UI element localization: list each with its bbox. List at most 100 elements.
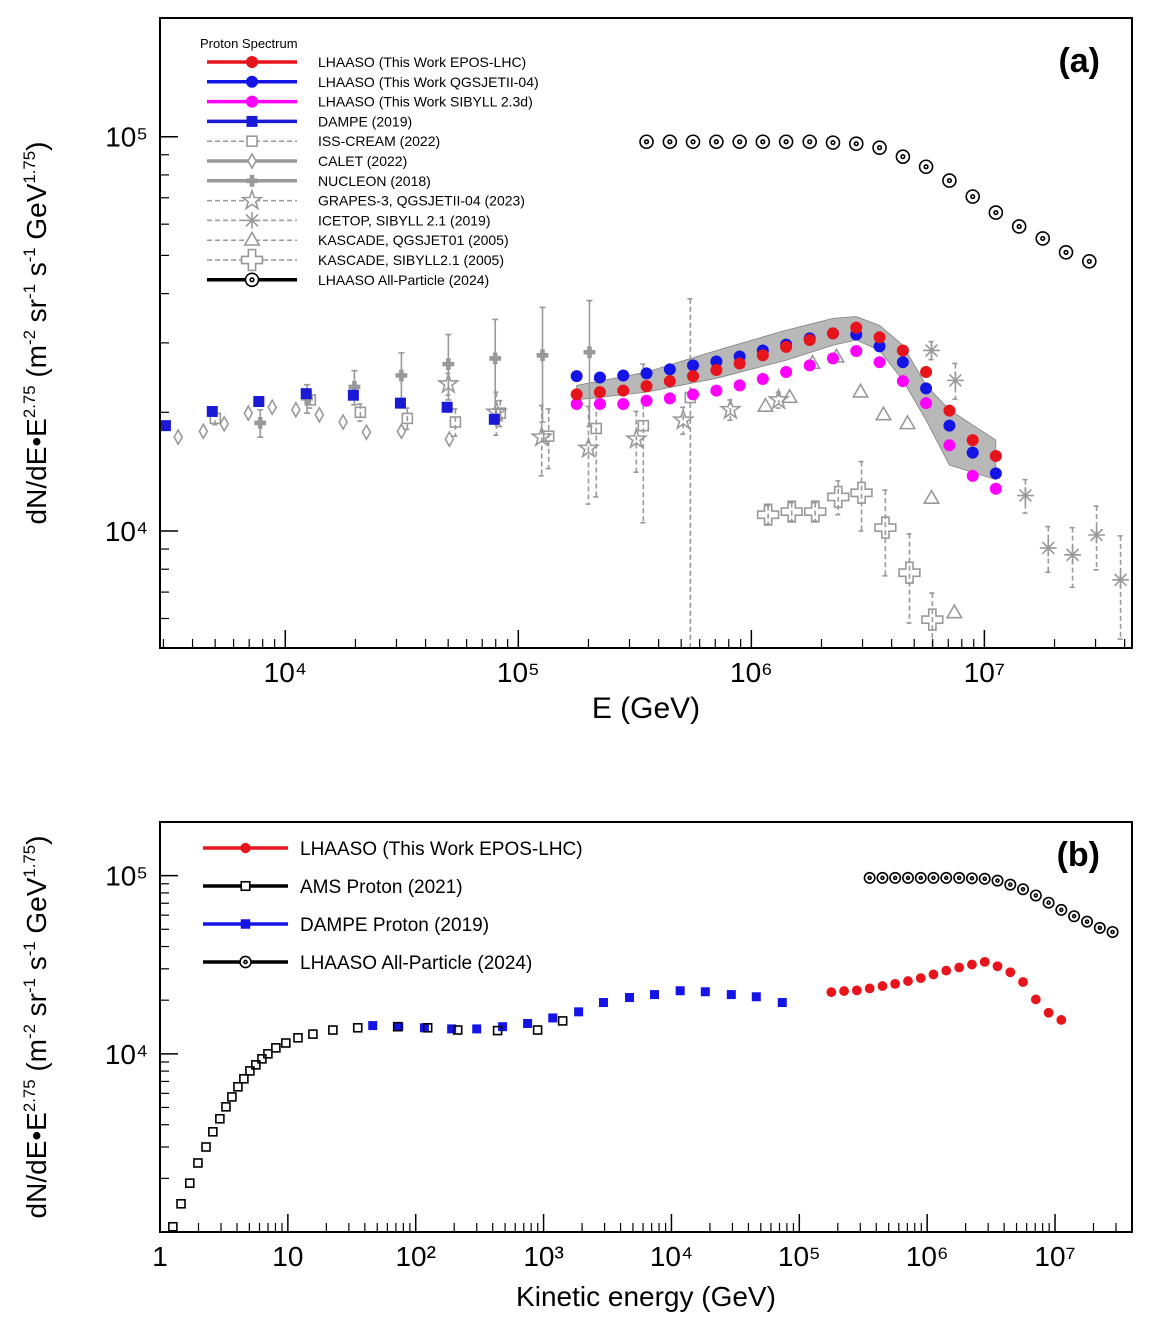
y-axis-label-part: (m — [21, 345, 52, 385]
data-point — [718, 397, 743, 420]
plot-area — [168, 871, 1119, 1232]
data-point — [1068, 910, 1081, 923]
x-tick-label: 10² — [395, 1241, 435, 1272]
data-point — [889, 871, 902, 884]
data-point — [1088, 526, 1105, 544]
data-point — [872, 140, 887, 155]
data-point — [921, 608, 944, 631]
legend-label: CALET (2022) — [318, 153, 407, 169]
data-point — [488, 413, 500, 425]
y-axis-label-part: GeV — [21, 183, 52, 247]
data-point — [215, 1113, 225, 1124]
data-point — [625, 993, 635, 1003]
data-point — [251, 1060, 261, 1070]
data-point — [590, 422, 603, 435]
data-point — [920, 382, 933, 395]
y-axis-label-superscript: -1 — [20, 941, 39, 956]
legend-marker — [246, 56, 258, 68]
data-point — [864, 983, 875, 994]
data-point — [953, 871, 966, 884]
data-point — [624, 426, 649, 450]
y-tick-label: 10⁵ — [105, 861, 148, 892]
data-point — [253, 396, 265, 408]
data-point — [920, 366, 933, 379]
data-point — [732, 134, 747, 150]
data-point — [368, 1021, 378, 1031]
data-point — [257, 1054, 267, 1064]
data-point — [1004, 878, 1017, 891]
data-point — [243, 404, 254, 422]
data-point — [1064, 546, 1081, 564]
data-point — [941, 965, 952, 976]
data-point — [874, 405, 893, 421]
data-point — [1035, 231, 1051, 246]
data-point — [617, 369, 630, 382]
data-point — [548, 1013, 558, 1023]
data-point — [710, 364, 723, 377]
data-point — [1011, 219, 1027, 234]
data-point — [802, 134, 818, 150]
data-point — [803, 359, 816, 372]
error-bar — [765, 504, 772, 526]
data-point — [347, 389, 359, 401]
y-axis-label-superscript: 2.75 — [20, 1079, 39, 1112]
data-point — [989, 482, 1002, 495]
data-point — [1017, 487, 1034, 504]
error-bar — [1093, 505, 1100, 571]
data-point — [444, 430, 455, 448]
data-point — [780, 500, 803, 523]
data-point — [914, 871, 927, 884]
data-point — [826, 352, 839, 365]
x-tick-label: 10⁴ — [264, 657, 307, 688]
data-point — [617, 397, 630, 410]
data-point — [1029, 889, 1042, 902]
data-point — [184, 1178, 195, 1188]
data-point — [710, 384, 723, 397]
data-point — [640, 367, 653, 380]
error-bar — [727, 399, 734, 421]
data-point — [281, 1038, 291, 1048]
data-point — [839, 986, 849, 996]
error-bar — [1045, 525, 1052, 574]
data-point — [850, 481, 873, 504]
data-point — [1039, 539, 1057, 557]
legend-marker — [247, 152, 257, 170]
data-point — [227, 1092, 237, 1102]
data-point — [751, 992, 761, 1002]
data-point — [422, 1022, 433, 1033]
data-point — [848, 136, 864, 151]
data-point — [850, 345, 863, 358]
data-point — [863, 871, 876, 884]
y-tick-label: 10⁵ — [105, 122, 148, 153]
data-point — [193, 1158, 203, 1168]
y-axis-label-part: ) — [21, 836, 52, 845]
data-point — [1081, 915, 1094, 928]
x-tick-label: 10⁴ — [650, 1241, 693, 1272]
data-point — [877, 981, 888, 991]
y-axis-label: dN/dE•E2.75 (m-2 sr-1 s-1 GeV1.75) — [20, 142, 52, 525]
data-point — [1042, 896, 1055, 909]
error-bar — [586, 299, 593, 428]
y-axis-label-part: sr — [21, 299, 52, 330]
data-point — [874, 516, 897, 539]
data-point — [928, 969, 939, 980]
legend-label: ISS-CREAM (2022) — [318, 133, 440, 149]
data-point — [780, 340, 793, 353]
data-point — [896, 375, 909, 388]
data-point — [942, 173, 957, 188]
legend-label: LHAASO (This Work QGSJETII-04) — [318, 74, 539, 90]
data-point — [755, 134, 771, 150]
plot-frame — [159, 17, 1133, 649]
data-point — [967, 959, 977, 970]
data-point — [663, 375, 676, 388]
data-point — [1082, 254, 1097, 269]
data-point — [492, 1025, 503, 1036]
error-bar — [585, 405, 592, 505]
data-point — [966, 434, 979, 447]
y-axis-label-superscript: 1.75 — [20, 845, 39, 878]
legend-label: LHAASO All-Particle (2024) — [318, 272, 489, 288]
data-point — [901, 871, 914, 884]
legend-marker — [244, 272, 260, 288]
data-point — [898, 414, 917, 430]
legend-label: DAMPE Proton (2019) — [300, 915, 489, 936]
